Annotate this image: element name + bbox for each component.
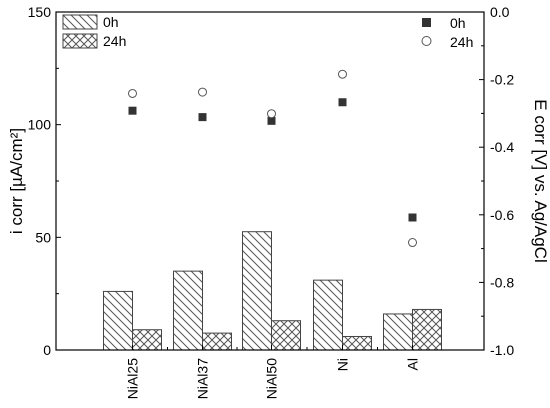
legend-label-24h-bar: 24h — [103, 33, 126, 49]
point-0h-Al — [408, 213, 417, 222]
bar-0h-Al — [383, 313, 413, 351]
right-tick-label-0.0: 0.0 — [490, 4, 510, 20]
left-tick-label-150: 150 — [28, 4, 52, 20]
legend-swatch-24h-bar — [62, 33, 98, 49]
point-24h-NiAl37 — [198, 87, 207, 97]
right-tick-label--0.6: -0.6 — [490, 207, 514, 223]
legend-swatch-0h-bar — [62, 14, 98, 30]
right-tick-label--0.4: -0.4 — [490, 139, 514, 155]
left-axis-title: i corr [µA/cm²] — [7, 128, 26, 234]
bar-24h-Ni — [342, 335, 372, 351]
point-24h-Ni — [338, 69, 347, 79]
axes-layer: 0 50 100 150 -1.0 -0.8 -0.6 -0.4 -0.2 0.0 NiAl25 Ni… — [28, 4, 515, 399]
right-tick-label--0.8: -0.8 — [490, 274, 514, 290]
point-24h-NiAl25 — [128, 88, 137, 98]
bar-0h-NiAl50 — [242, 231, 272, 351]
point-0h-NiAl25 — [128, 106, 137, 115]
point-0h-NiAl50 — [267, 116, 276, 125]
point-0h-NiAl37 — [198, 113, 207, 122]
bars-layer — [103, 231, 442, 351]
category-label-NiAl50: NiAl50 — [264, 358, 280, 399]
bar-0h-NiAl37 — [173, 270, 203, 351]
bar-24h-NiAl50 — [271, 320, 301, 351]
bar-24h-NiAl25 — [132, 329, 162, 351]
left-tick-label-100: 100 — [28, 117, 52, 133]
point-0h-Ni — [338, 98, 347, 107]
legend-label-0h-bar: 0h — [103, 14, 119, 30]
bar-24h-NiAl37 — [202, 332, 232, 351]
bar-24h-Al — [412, 308, 442, 351]
point-24h-NiAl50 — [267, 109, 276, 119]
legend-marker-0h-point — [422, 18, 431, 27]
bar-0h-Ni — [313, 279, 343, 351]
right-tick-label--1.0: -1.0 — [490, 342, 514, 358]
legend-marker-24h-point — [421, 36, 432, 46]
bar-0h-NiAl25 — [103, 290, 133, 351]
right-tick-label--0.2: -0.2 — [490, 72, 514, 88]
right-axis-title: E corr [V] vs. Ag/AgCl — [531, 99, 550, 262]
category-label-NiAl25: NiAl25 — [125, 358, 141, 399]
legend-label-0h-point: 0h — [450, 15, 466, 31]
left-tick-label-50: 50 — [35, 229, 51, 245]
category-label-NiAl37: NiAl37 — [195, 358, 211, 399]
points-layer — [128, 69, 417, 248]
category-label-Al: Al — [405, 358, 421, 370]
legend-label-24h-point: 24h — [450, 34, 473, 50]
left-tick-label-0: 0 — [43, 342, 51, 358]
bar-legend: 0h 24h — [62, 14, 126, 49]
category-label-Ni: Ni — [335, 358, 351, 371]
point-legend: 0h 24h — [421, 15, 473, 50]
point-24h-Al — [408, 238, 417, 248]
